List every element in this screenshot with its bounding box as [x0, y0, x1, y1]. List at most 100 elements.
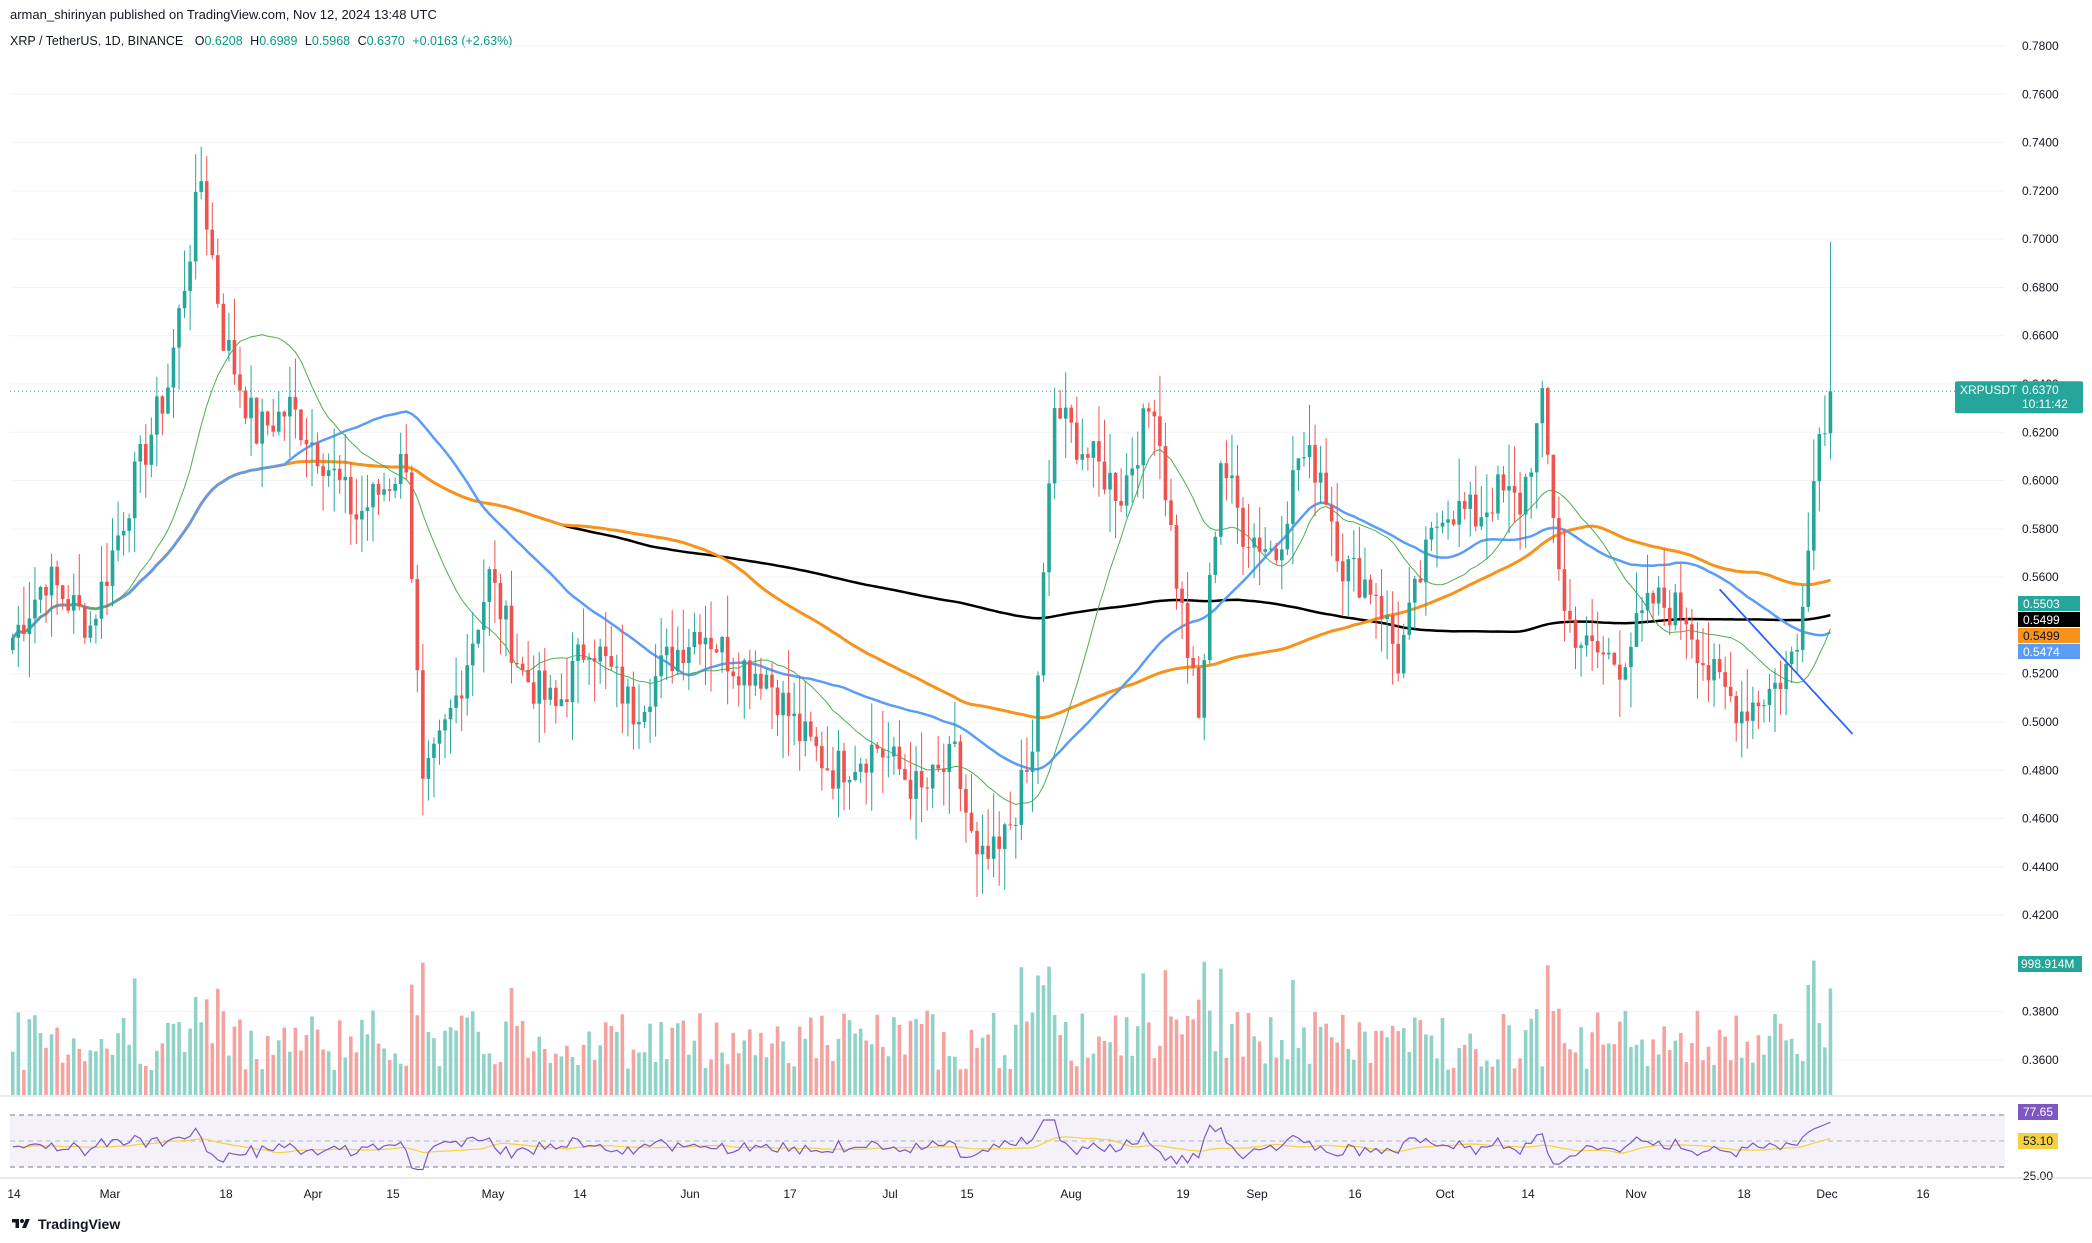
volume-bar: [199, 1022, 203, 1095]
candle-body: [282, 411, 287, 417]
candle-body: [22, 624, 26, 635]
candle-body: [1213, 536, 1218, 575]
candle-body: [49, 566, 54, 596]
candle-body: [698, 631, 702, 645]
volume-bar: [138, 1063, 143, 1095]
volume-bar: [249, 1030, 253, 1095]
volume-bar: [831, 1061, 835, 1095]
time-tick-label: 14: [7, 1187, 21, 1201]
volume-bar: [919, 1023, 924, 1095]
volume-bar: [1163, 970, 1168, 1095]
candle-body: [1335, 521, 1340, 562]
volume-bar: [432, 1038, 436, 1095]
candle-body: [1640, 610, 1644, 614]
tradingview-brand[interactable]: TradingView: [10, 1216, 120, 1232]
volume-bar: [1396, 1031, 1400, 1095]
volume-bar: [1629, 1046, 1633, 1095]
volume-bar: [703, 1067, 708, 1095]
volume-bar: [121, 1018, 126, 1095]
volume-bar: [1224, 1057, 1229, 1095]
volume-bar: [1141, 973, 1146, 1095]
candle-body: [188, 261, 192, 291]
candle-body: [930, 764, 935, 789]
volume-bar: [204, 999, 209, 1095]
volume-bar: [1302, 1027, 1306, 1095]
price-tick-label: 0.7000: [2022, 232, 2059, 246]
volume-bar: [736, 1053, 741, 1095]
volume-bar: [1113, 1015, 1118, 1095]
candle-body: [775, 687, 780, 716]
volume-bar: [1673, 1040, 1678, 1095]
candle-body: [387, 489, 392, 491]
candle-body: [1291, 470, 1295, 524]
volume-bar: [1540, 1066, 1545, 1095]
volume-bar: [1390, 1025, 1395, 1095]
candle-body: [853, 771, 857, 780]
candle-body: [487, 569, 492, 602]
candle-body: [587, 658, 591, 660]
volume-bar: [587, 1031, 591, 1095]
volume-bar: [1828, 988, 1833, 1095]
volume-bar: [1529, 1018, 1533, 1095]
volume-bar: [1091, 1053, 1096, 1095]
candle-body: [1817, 434, 1822, 482]
candle-body: [542, 670, 547, 700]
candle-body: [576, 644, 580, 661]
candle-body: [504, 605, 508, 620]
candle-body: [99, 581, 104, 619]
candle-body: [1163, 446, 1168, 501]
volume-bar: [775, 1026, 780, 1095]
volume-badge-value: 998.914M: [2021, 957, 2074, 971]
candle-body: [1196, 668, 1201, 718]
price-tick-label: 0.4400: [2022, 860, 2059, 874]
volume-bar: [409, 984, 414, 1095]
time-tick-label: Sep: [1246, 1187, 1268, 1201]
volume-bar: [842, 1013, 846, 1095]
volume-bar: [326, 1051, 331, 1095]
volume-bar: [99, 1039, 104, 1095]
candle-body: [260, 411, 264, 444]
candle-body: [276, 411, 281, 432]
price-tick-label: 0.7400: [2022, 136, 2059, 150]
volume-bar: [1041, 985, 1046, 1095]
volume-bar: [1462, 1044, 1467, 1095]
volume-bar: [1595, 1012, 1600, 1095]
candle-body: [448, 707, 453, 720]
volume-bar: [853, 1033, 857, 1095]
candle-body: [1606, 652, 1611, 655]
volume-bar: [1191, 1019, 1195, 1095]
volume-bar: [1119, 1055, 1123, 1095]
volume-bar: [155, 1050, 159, 1095]
candle-body: [182, 290, 187, 309]
candle-body: [1241, 507, 1245, 547]
candle-body: [814, 736, 819, 747]
candle-body: [731, 671, 735, 677]
candle-body: [83, 606, 87, 638]
volume-bar: [1235, 1011, 1240, 1095]
candle-body: [1407, 602, 1412, 635]
candle-body: [1019, 769, 1024, 825]
chart-grid: [10, 45, 2005, 1061]
candle-body: [1135, 465, 1140, 469]
candle-body: [515, 662, 519, 664]
candle-body: [1418, 578, 1423, 583]
current-price-badge-bg: [1955, 381, 2083, 414]
volume-bar: [1019, 967, 1024, 1095]
volume-bar: [731, 1032, 735, 1095]
open-value: 0.6208: [204, 34, 243, 48]
volume-bar: [875, 1014, 880, 1095]
candle-body: [847, 779, 852, 783]
candle-body: [1773, 682, 1777, 689]
candle-body: [1457, 501, 1461, 525]
volume-bar: [1069, 1060, 1074, 1095]
candle-body: [1490, 512, 1495, 514]
volume-bars: [10, 960, 1833, 1095]
volume-bar: [1185, 1015, 1190, 1095]
volume-bar: [38, 1033, 43, 1095]
candle-body: [1185, 602, 1190, 659]
volume-bar: [1058, 1035, 1062, 1095]
candle-body: [1557, 517, 1561, 570]
candle-body: [1784, 663, 1788, 690]
volume-bar: [216, 988, 220, 1095]
